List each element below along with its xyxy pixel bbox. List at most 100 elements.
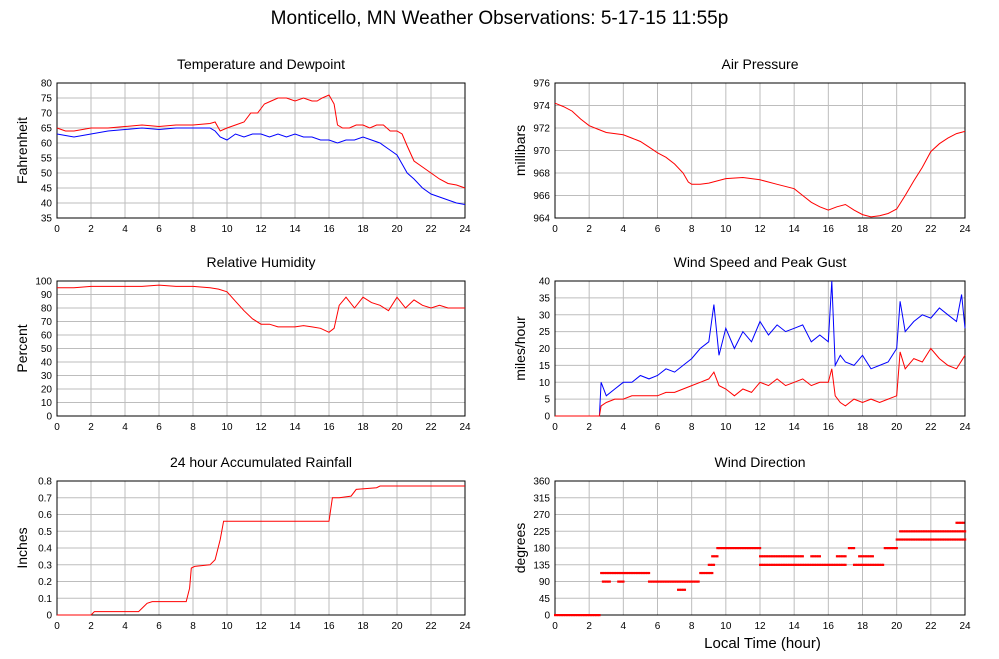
- direction-point: [772, 555, 775, 558]
- x-tick-label: 10: [221, 422, 233, 433]
- x-tick-label: 18: [857, 621, 869, 632]
- direction-point: [810, 563, 813, 566]
- direction-point: [712, 555, 716, 558]
- y-tick-label: 20: [539, 344, 551, 355]
- direction-point: [902, 530, 905, 533]
- direction-point: [610, 571, 613, 575]
- direction-point: [960, 538, 963, 541]
- direction-point: [651, 580, 654, 583]
- y-tick-label: 30: [41, 371, 53, 382]
- direction-point: [647, 571, 651, 575]
- direction-point: [586, 614, 589, 617]
- direction-point: [576, 614, 579, 617]
- y-tick-label: 90: [41, 290, 53, 301]
- direction-point: [798, 563, 801, 566]
- direction-point: [595, 614, 598, 617]
- x-tick-label: 12: [255, 621, 267, 632]
- y-tick-label: 0: [46, 412, 52, 423]
- direction-point: [962, 538, 965, 541]
- direction-point: [871, 563, 874, 566]
- x-tick-label: 0: [54, 621, 60, 632]
- direction-point: [671, 580, 675, 583]
- direction-point: [555, 614, 558, 617]
- direction-point: [606, 580, 610, 583]
- y-axis-title: millibars: [512, 125, 528, 176]
- direction-point: [811, 555, 815, 558]
- direction-point: [823, 563, 827, 566]
- direction-point: [905, 538, 909, 541]
- direction-point: [955, 538, 958, 541]
- direction-point: [615, 571, 618, 575]
- direction-point: [933, 538, 936, 541]
- x-axis-label: Local Time (hour): [704, 635, 821, 652]
- direction-point: [646, 571, 649, 575]
- chart-title: Relative Humidity: [207, 254, 316, 270]
- direction-point: [921, 530, 924, 533]
- direction-point: [957, 530, 960, 533]
- y-tick-label: 0.7: [38, 493, 52, 504]
- direction-point: [716, 547, 719, 550]
- direction-point: [700, 571, 704, 575]
- direction-point: [801, 563, 804, 566]
- direction-point: [924, 538, 927, 541]
- direction-point: [767, 563, 770, 566]
- direction-point: [837, 555, 840, 558]
- direction-point: [938, 538, 941, 541]
- direction-point: [682, 580, 685, 583]
- direction-point: [653, 580, 656, 583]
- x-tick-label: 6: [156, 621, 162, 632]
- direction-point: [603, 571, 606, 575]
- series-line-temp-0: [56, 94, 466, 189]
- direction-point: [864, 555, 868, 558]
- direction-point: [870, 555, 873, 558]
- direction-point: [743, 547, 746, 550]
- direction-point: [784, 563, 787, 566]
- direction-point: [854, 563, 857, 566]
- direction-point: [885, 547, 888, 550]
- direction-point: [769, 563, 772, 566]
- y-tick-label: 40: [41, 199, 53, 210]
- direction-point: [729, 547, 733, 550]
- direction-point: [800, 555, 803, 558]
- direction-point: [950, 530, 953, 533]
- direction-point: [844, 563, 847, 566]
- y-tick-label: 0: [544, 412, 550, 423]
- direction-point: [565, 614, 569, 617]
- direction-point: [943, 530, 946, 533]
- direction-point: [589, 614, 593, 617]
- direction-point: [863, 555, 866, 558]
- direction-point: [564, 614, 567, 617]
- y-tick-label: 225: [533, 527, 550, 538]
- direction-point: [905, 530, 909, 533]
- x-tick-label: 4: [621, 621, 627, 632]
- direction-point: [876, 563, 880, 566]
- direction-point: [711, 563, 714, 566]
- y-tick-label: 70: [41, 317, 53, 328]
- x-tick-label: 2: [88, 422, 94, 433]
- direction-point: [917, 530, 921, 533]
- y-tick-label: 976: [533, 79, 550, 90]
- chart-title: Air Pressure: [721, 56, 798, 72]
- direction-point: [685, 580, 688, 583]
- direction-point: [856, 563, 859, 566]
- y-tick-label: 10: [41, 398, 53, 409]
- direction-point: [868, 563, 871, 566]
- direction-point: [892, 547, 895, 550]
- direction-point: [803, 563, 806, 566]
- x-tick-label: 16: [323, 224, 335, 235]
- x-tick-label: 10: [720, 621, 732, 632]
- x-tick-label: 16: [323, 621, 335, 632]
- direction-point: [909, 538, 912, 541]
- direction-point: [630, 571, 634, 575]
- direction-point: [567, 614, 570, 617]
- x-tick-label: 10: [720, 422, 732, 433]
- direction-point: [912, 538, 915, 541]
- direction-point: [914, 530, 917, 533]
- direction-point: [654, 580, 657, 583]
- direction-point: [818, 563, 821, 566]
- chart-title: 24 hour Accumulated Rainfall: [170, 454, 352, 470]
- direction-point: [899, 538, 902, 541]
- direction-point: [791, 563, 794, 566]
- direction-point: [914, 538, 917, 541]
- direction-point: [637, 571, 640, 575]
